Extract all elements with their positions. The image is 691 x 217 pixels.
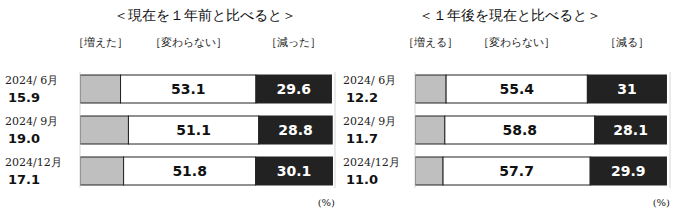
- bars: [80, 75, 332, 185]
- category-label: 2024/12月: [343, 156, 400, 169]
- category-label: 2024/ 9月: [5, 115, 58, 128]
- legend-entry: ［増える］: [403, 36, 458, 49]
- data-label: 29.9: [611, 163, 646, 179]
- bar-segment: [124, 157, 256, 185]
- bar-segment: [256, 75, 331, 103]
- bar-segment: [80, 157, 124, 185]
- data-label: 28.8: [278, 122, 313, 138]
- data-label: 53.1: [171, 81, 206, 97]
- bars: [415, 75, 666, 185]
- labels: 2024/ 6月 12.2 55.4 31 2024/ 9月 11.7 58.8 28.1 20…: [343, 36, 670, 208]
- range-end: [335, 72, 336, 188]
- data-label: 55.4: [499, 81, 534, 97]
- bar-segment: [121, 75, 256, 103]
- range-end: [670, 72, 671, 188]
- data-label: 29.6: [276, 81, 311, 97]
- category-label: 2024/ 6月: [343, 74, 396, 87]
- data-label: 11.7: [346, 131, 378, 146]
- legend-entry: ［変わらない］: [150, 36, 227, 49]
- range-end: [80, 72, 81, 188]
- title: ＜現在を１年前と比べると＞: [114, 7, 296, 23]
- bar-segment: [80, 75, 121, 103]
- legend-entry: ［減る］: [605, 36, 649, 49]
- bar-segment: [415, 75, 446, 103]
- bar-segment: [415, 157, 443, 185]
- bar-segment: [595, 116, 667, 144]
- bar-segment: [590, 157, 666, 185]
- legend-entry: ［変わらない］: [478, 36, 555, 49]
- bar-segment: [445, 116, 595, 144]
- bar-segment: [128, 116, 258, 144]
- data-label: 19.0: [8, 131, 40, 146]
- panel: ＜現在を１年前と比べると＞ 2024/ 6月 15.9 53.1 29.6 2024/ 9…: [5, 7, 335, 208]
- category-label: 2024/ 9月: [343, 115, 396, 128]
- legend-entry: ［増えた］: [73, 36, 128, 49]
- unit-label: (%): [653, 197, 670, 208]
- data-label: 58.8: [503, 122, 538, 138]
- bar-segment: [446, 75, 587, 103]
- bar-segment: [587, 75, 666, 103]
- data-label: 30.1: [277, 163, 312, 179]
- data-label: 51.1: [176, 122, 211, 138]
- bar-segment: [80, 116, 128, 144]
- category-label: 2024/12月: [5, 156, 62, 169]
- chart-root: ＜現在を１年前と比べると＞ 2024/ 6月 15.9 53.1 29.6 2024/ 9…: [0, 0, 691, 217]
- data-label: 31: [617, 81, 636, 97]
- bar-segment: [443, 157, 590, 185]
- data-label: 11.0: [346, 172, 378, 187]
- category-label: 2024/ 6月: [5, 74, 58, 87]
- data-label: 17.1: [8, 172, 40, 187]
- data-label: 51.8: [172, 163, 207, 179]
- bar-segment: [415, 116, 445, 144]
- labels: 2024/ 6月 15.9 53.1 29.6 2024/ 9月 19.0 51.1 28.8…: [5, 36, 335, 208]
- data-label: 28.1: [613, 122, 648, 138]
- bar-segment: [256, 157, 333, 185]
- range-end: [415, 72, 416, 188]
- data-label: 57.7: [499, 163, 534, 179]
- data-label: 12.2: [346, 90, 378, 105]
- unit-label: (%): [318, 197, 335, 208]
- data-label: 15.9: [8, 90, 40, 105]
- bar-segment: [259, 116, 332, 144]
- panel: ＜１年後を現在と比べると＞ 2024/ 6月 12.2 55.4 31 2024/ 9月 1…: [343, 7, 670, 208]
- title: ＜１年後を現在と比べると＞: [419, 7, 601, 23]
- legend-entry: ［減った］: [266, 36, 321, 49]
